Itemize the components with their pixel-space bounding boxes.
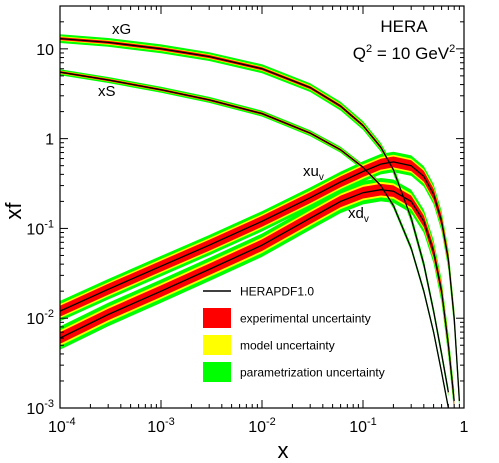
xG-series-label: xG: [112, 21, 131, 38]
legend-swatch: [203, 362, 231, 382]
legend-label: model uncertainty: [240, 339, 335, 353]
y-tick-label: 10-2: [26, 308, 54, 328]
central-curves: [60, 37, 461, 408]
legend-entry: experimental uncertainty: [203, 308, 371, 328]
legend-entry: parametrization uncertainty: [203, 362, 385, 382]
x-tick-label: 10-4: [48, 416, 76, 436]
y-tick-label: 1: [45, 132, 54, 149]
legend-label: HERAPDF1.0: [240, 285, 314, 299]
xuv-series-label: xuv: [303, 163, 324, 183]
legend-entry: model uncertainty: [203, 335, 335, 355]
xG-central-curve: [60, 37, 450, 393]
x-axis-title: x: [278, 438, 289, 463]
uncertainty-bands: [60, 34, 460, 408]
y-tick-label: 10: [36, 42, 54, 59]
y-tick-label: 10-1: [26, 218, 54, 238]
annotation-scale: Q2 = 10 GeV2: [353, 43, 456, 63]
xdv-series-label: xdv: [348, 205, 369, 225]
legend-label: experimental uncertainty: [240, 312, 371, 326]
annotation-experiment: HERA: [380, 17, 428, 36]
legend-swatch: [203, 308, 231, 328]
legend-entry: HERAPDF1.0: [203, 285, 314, 299]
xdv-central-curve: [60, 189, 455, 401]
axis-ticks: [59, 5, 465, 409]
x-tick-label: 10-1: [349, 416, 377, 436]
y-axis-title: xf: [1, 202, 26, 220]
x-tick-label: 10-3: [147, 416, 175, 436]
series-labels: xG xS xuv xdv: [98, 21, 369, 225]
xuv-model-band: [60, 154, 460, 408]
legend-label: parametrization uncertainty: [240, 366, 385, 380]
xuv-central-curve: [60, 161, 461, 401]
legend: HERAPDF1.0 experimental uncertainty model …: [203, 285, 385, 382]
xS-series-label: xS: [98, 83, 116, 100]
y-tick-label: 10-3: [26, 398, 54, 418]
legend-swatch: [203, 335, 231, 355]
x-tick-label: 10-2: [248, 416, 276, 436]
x-tick-label: 1: [460, 419, 469, 436]
xS-central-curve: [60, 71, 450, 408]
